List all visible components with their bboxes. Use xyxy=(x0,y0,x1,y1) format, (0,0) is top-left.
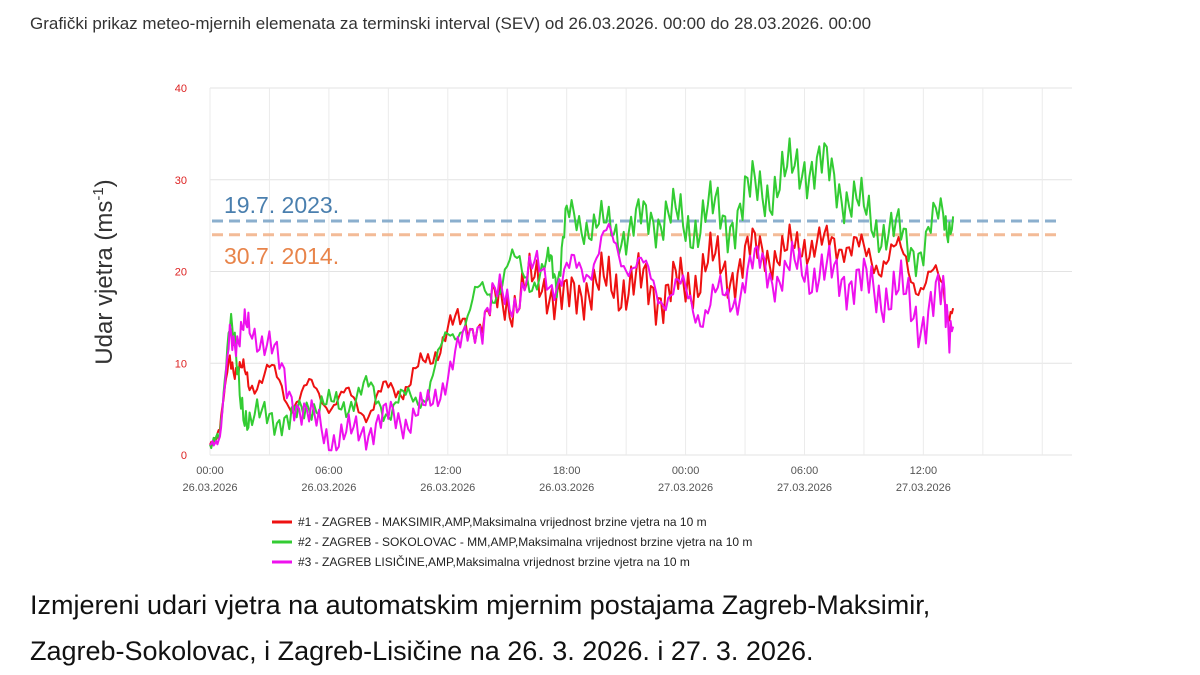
x-tick-time: 18:00 xyxy=(553,465,581,477)
y-tick-label: 0 xyxy=(181,450,187,462)
y-tick-label: 10 xyxy=(175,358,187,370)
x-tick-time: 00:00 xyxy=(196,465,224,477)
legend-label: #1 - ZAGREB - MAKSIMIR,AMP,Maksimalna vr… xyxy=(298,515,707,529)
y-axis-ticks: 0 10 20 30 40 xyxy=(175,83,187,462)
y-tick-label: 30 xyxy=(175,175,187,187)
page-title: Grafički prikaz meteo-mjernih elemenata … xyxy=(30,14,872,33)
chart-grid xyxy=(209,87,1072,456)
series-line xyxy=(209,223,955,446)
x-tick-date: 27.03.2026 xyxy=(777,482,832,494)
x-tick-time: 12:00 xyxy=(434,465,462,477)
x-tick-time: 00:00 xyxy=(672,465,700,477)
x-tick-time: 06:00 xyxy=(791,465,819,477)
x-tick-date: 26.03.2026 xyxy=(539,482,594,494)
x-tick-time: 12:00 xyxy=(910,465,938,477)
x-tick-date: 26.03.2026 xyxy=(301,482,356,494)
x-tick-time: 06:00 xyxy=(315,465,343,477)
caption-line-2: Zagreb-Sokolovac, i Zagreb-Lisičine na 2… xyxy=(30,636,814,666)
y-tick-label: 40 xyxy=(175,83,187,95)
reference-lines: 19.7. 2023. 30.7. 2014. xyxy=(212,192,1062,269)
legend-label: #3 - ZAGREB LISIČINE,AMP,Maksimalna vrij… xyxy=(298,554,690,569)
series-line xyxy=(209,223,955,452)
x-tick-date: 26.03.2026 xyxy=(182,482,237,494)
legend-label: #2 - ZAGREB - SOKOLOVAC - MM,AMP,Maksima… xyxy=(298,535,752,549)
wind-gust-chart: 0 10 20 30 40 00:00 26.03.2026 06:00 26.03.2026… xyxy=(90,83,1072,569)
y-axis-title: Udar vjetra (ms-1) xyxy=(90,179,118,364)
y-axis-title-sup: -1 xyxy=(90,187,107,200)
data-series xyxy=(209,137,955,452)
chart-legend: #1 - ZAGREB - MAKSIMIR,AMP,Maksimalna vr… xyxy=(272,515,752,569)
y-axis-title-close: ) xyxy=(91,179,118,187)
reference-line-label: 19.7. 2023. xyxy=(224,192,339,218)
reference-line-label: 30.7. 2014. xyxy=(224,243,339,269)
figure-caption: Izmjereni udari vjetra na automatskim mj… xyxy=(30,582,1180,674)
y-tick-label: 20 xyxy=(175,267,187,279)
y-axis-title-main: Udar vjetra (ms xyxy=(91,201,118,365)
x-axis-ticks: 00:00 26.03.2026 06:00 26.03.2026 12:00 26.03… xyxy=(182,465,950,494)
x-tick-date: 27.03.2026 xyxy=(896,482,951,494)
x-tick-date: 26.03.2026 xyxy=(420,482,475,494)
caption-line-1: Izmjereni udari vjetra na automatskim mj… xyxy=(30,590,931,620)
x-tick-date: 27.03.2026 xyxy=(658,482,713,494)
